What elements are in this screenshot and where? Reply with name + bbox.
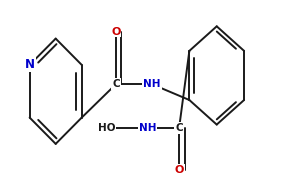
Text: NH: NH [143,79,161,89]
Text: C: C [112,79,120,89]
Text: C: C [175,123,183,133]
Text: O: O [174,165,184,175]
Text: HO: HO [98,123,116,133]
Text: N: N [25,58,35,71]
Text: O: O [111,27,121,37]
Text: NH: NH [139,123,156,133]
